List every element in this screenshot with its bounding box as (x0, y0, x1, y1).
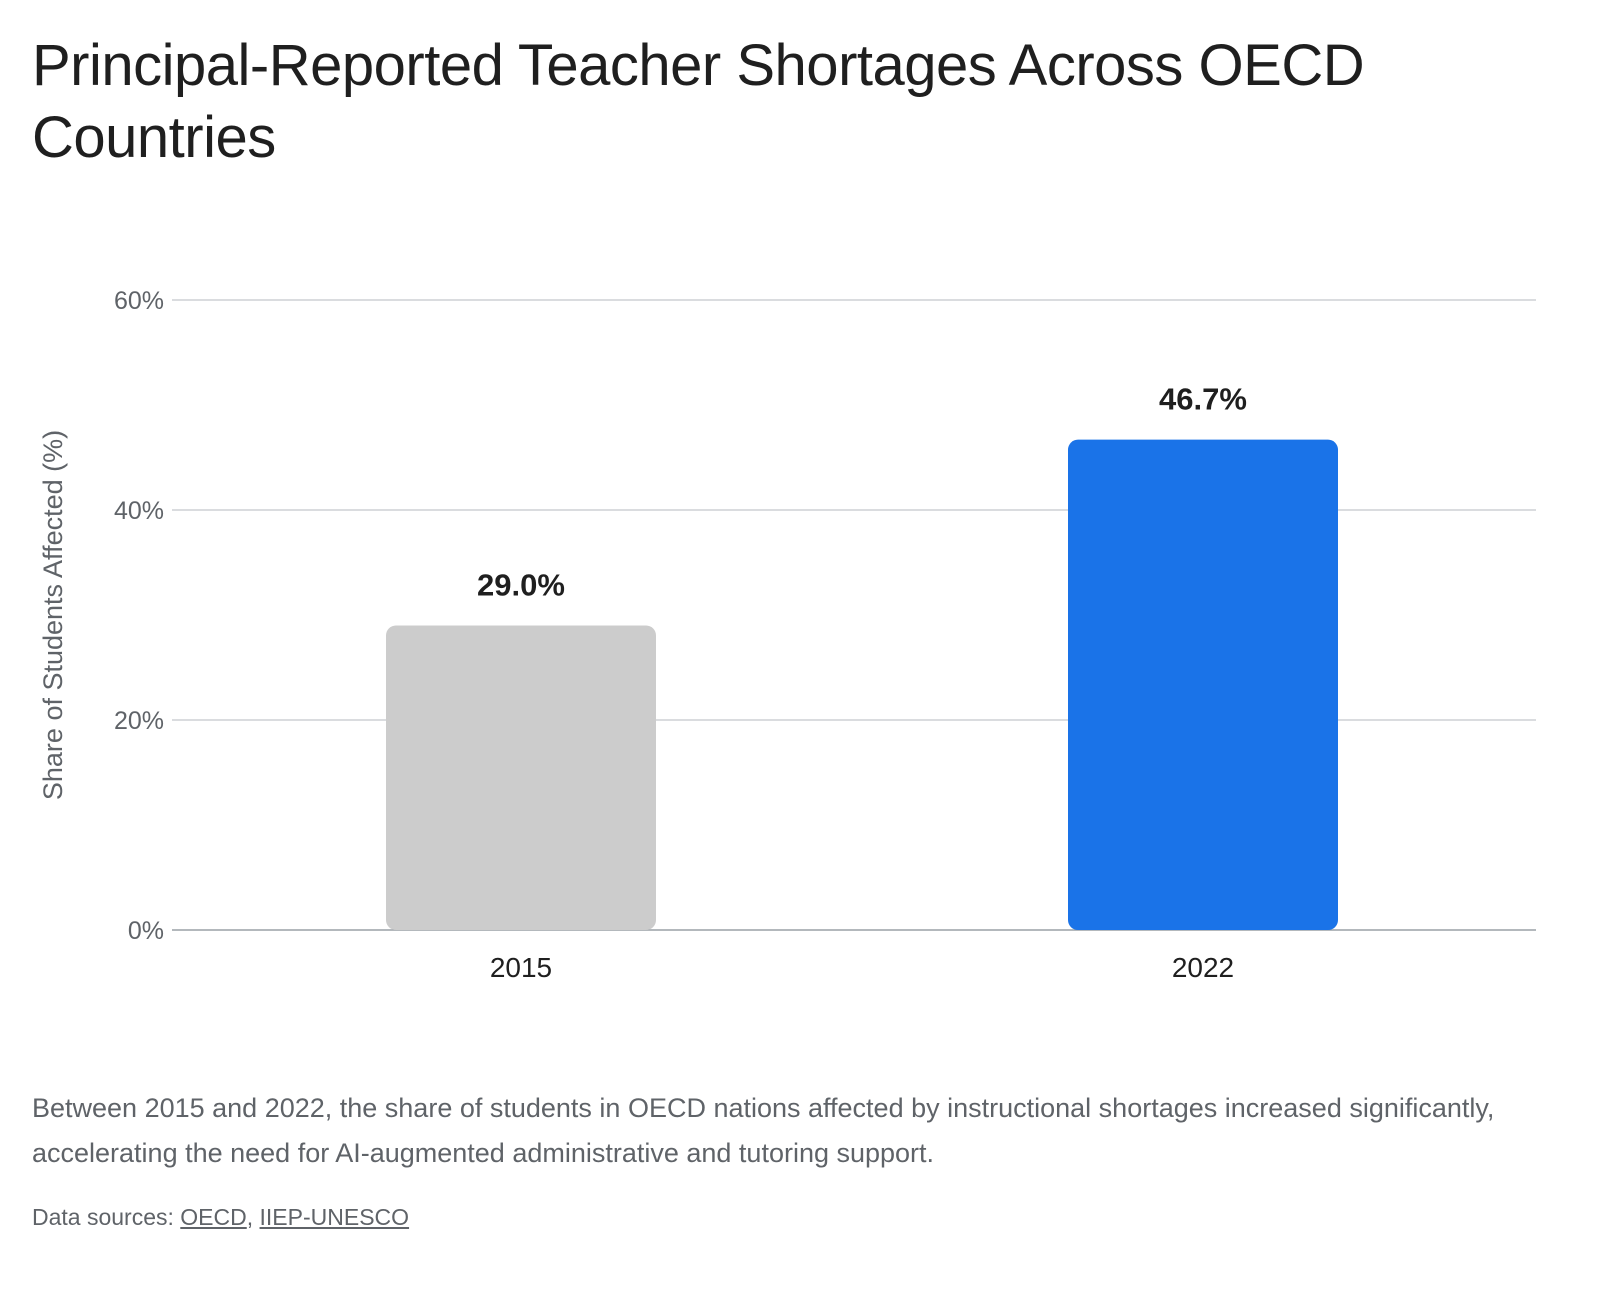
x-tick-label-2015: 2015 (490, 952, 552, 983)
y-axis-ticks: 0% 20% 40% 60% (114, 287, 164, 945)
bar-2015 (386, 625, 656, 930)
source-link-oecd[interactable]: OECD (180, 1204, 247, 1230)
data-label-2022: 46.7% (1159, 382, 1247, 417)
y-tick-label: 20% (114, 707, 164, 735)
sources-separator: , (246, 1204, 254, 1230)
data-sources: Data sources: OECD, IIEP-UNESCO (32, 1200, 409, 1234)
x-tick-label-2022: 2022 (1172, 952, 1234, 983)
sources-prefix: Data sources: (32, 1204, 174, 1230)
bar-chart: 0% 20% 40% 60% 29.0% 46.7% 2015 2022 Share of… (38, 287, 1536, 983)
source-link-iiep-unesco[interactable]: IIEP-UNESCO (259, 1204, 410, 1230)
chart-caption: Between 2015 and 2022, the share of stud… (32, 1093, 1495, 1168)
x-axis-ticks: 2015 2022 (490, 952, 1234, 983)
chart-area: 0% 20% 40% 60% 29.0% 46.7% 2015 2022 Share of… (38, 287, 1536, 983)
y-tick-label: 40% (114, 497, 164, 525)
y-axis-label: Share of Students Affected (%) (38, 430, 68, 800)
data-labels: 29.0% 46.7% (477, 382, 1247, 603)
bar-2022 (1068, 439, 1338, 930)
data-label-2015: 29.0% (477, 568, 565, 603)
chart-title: Principal-Reported Teacher Shortages Acr… (32, 33, 1365, 170)
y-tick-label: 0% (128, 917, 164, 945)
bars (386, 439, 1338, 930)
y-tick-label: 60% (114, 287, 164, 315)
